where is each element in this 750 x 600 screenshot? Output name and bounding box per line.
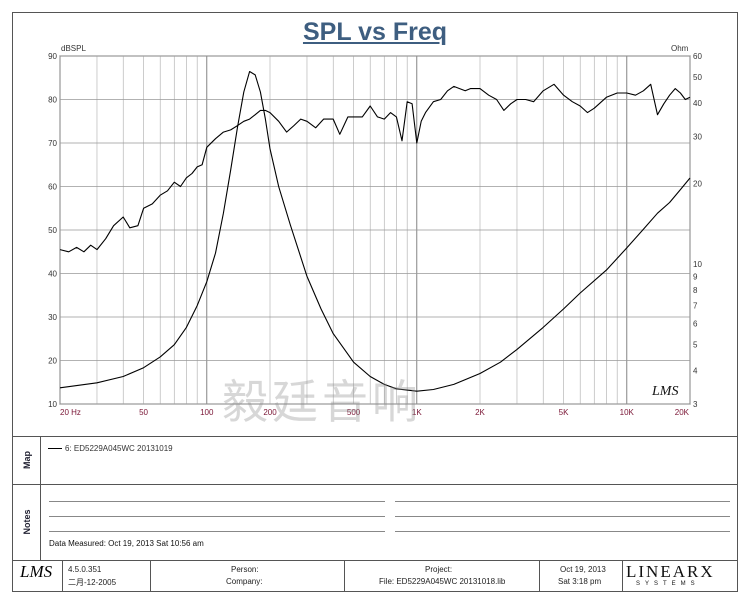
file-name: File: ED5229A045WC 20131018.lib (379, 577, 506, 586)
notes-line (395, 501, 730, 502)
data-measured: Data Measured: Oct 19, 2013 Sat 10:56 am (49, 539, 204, 548)
y-right-tick-label: 9 (693, 272, 698, 281)
map-side-label: Map (13, 436, 41, 484)
watermark: 毅廷音响 (222, 375, 422, 429)
person-label: Person: (231, 565, 259, 574)
y-right-tick-label: 10 (693, 260, 702, 269)
footer (13, 560, 738, 592)
y-axis-left-label: dBSPL (61, 44, 86, 53)
y-left-tick-label: 20 (48, 357, 57, 366)
y-left-tick-label: 30 (48, 313, 57, 322)
chart-title: SPL vs Freq (302, 18, 448, 46)
x-tick-label: 500 (347, 408, 361, 417)
y-left-tick-label: 90 (48, 52, 57, 61)
footer-person-cell (13, 560, 345, 592)
x-tick-label: 5K (559, 408, 569, 417)
footer-date-cell (13, 560, 623, 592)
company-label: Company: (226, 577, 263, 586)
y-left-tick-label: 80 (48, 96, 57, 105)
software-version: 4.5.0.351 (68, 565, 102, 574)
notes-line (49, 516, 385, 517)
y-left-tick-label: 10 (48, 400, 57, 409)
footer-project-cell (13, 560, 540, 592)
y-right-tick-label: 30 (693, 133, 702, 142)
y-right-tick-label: 7 (693, 302, 698, 311)
y-left-tick-label: 50 (48, 226, 57, 235)
y-right-tick-label: 40 (693, 99, 702, 108)
x-tick-label: 200 (263, 408, 277, 417)
footer-version-cell (13, 560, 151, 592)
footer-date: Oct 19, 2013 (560, 565, 606, 574)
tick-labels: 20 Hz 50 100 200 500 1K 2K 5K 10K 20K 10 20 30 40 50 60… (48, 52, 702, 417)
version-date: 二月-12-2005 (68, 578, 117, 587)
x-tick-label: 10K (620, 408, 635, 417)
footer-lms-logo: LMS (20, 562, 53, 581)
notes-line (49, 501, 385, 502)
notes-section (13, 484, 738, 560)
lms-annotation: LMS (651, 384, 678, 399)
series-lines (59, 70, 691, 392)
spl-curve (59, 83, 691, 253)
notes-line (395, 516, 730, 517)
y-right-tick-label: 5 (693, 341, 698, 350)
linearx-logo: LINEARX (626, 562, 715, 581)
spl-chart: 20 Hz 50 100 200 500 1K 2K 5K 10K 20K 10 20 30 40 50 60… (48, 44, 702, 417)
map-legend-entry: 6: ED5229A045WC 20131019 (48, 444, 173, 453)
x-tick-label: 20 Hz (60, 408, 81, 417)
legend-line-swatch (48, 448, 62, 449)
y-right-tick-label: 60 (693, 52, 702, 61)
footer-time: Sat 3:18 pm (558, 577, 602, 586)
x-tick-label: 2K (475, 408, 485, 417)
y-right-tick-label: 6 (693, 319, 698, 328)
project-label: Project: (425, 565, 453, 574)
map-section (13, 436, 738, 484)
y-axis-right-label: Ohm (671, 44, 689, 53)
y-right-tick-label: 4 (693, 367, 698, 376)
x-tick-label: 100 (200, 408, 214, 417)
grid-lines (59, 55, 691, 405)
legend-text: 6: ED5229A045WC 20131019 (65, 444, 173, 453)
notes-line (49, 531, 385, 532)
x-tick-label: 50 (139, 408, 148, 417)
x-tick-label: 20K (675, 408, 690, 417)
impedance-curve (59, 70, 691, 392)
y-left-tick-label: 70 (48, 139, 57, 148)
notes-side-label: Notes (13, 484, 41, 560)
x-tick-label: 1K (412, 408, 422, 417)
y-right-tick-label: 50 (693, 73, 702, 82)
footer-logo-cell (13, 560, 63, 592)
y-left-tick-label: 40 (48, 270, 57, 279)
notes-line (395, 531, 730, 532)
y-left-tick-label: 60 (48, 183, 57, 192)
y-right-tick-label: 3 (693, 400, 698, 409)
linearx-systems: SYSTEMS (636, 581, 700, 587)
y-right-tick-label: 20 (693, 180, 702, 189)
y-right-tick-label: 8 (693, 286, 698, 295)
